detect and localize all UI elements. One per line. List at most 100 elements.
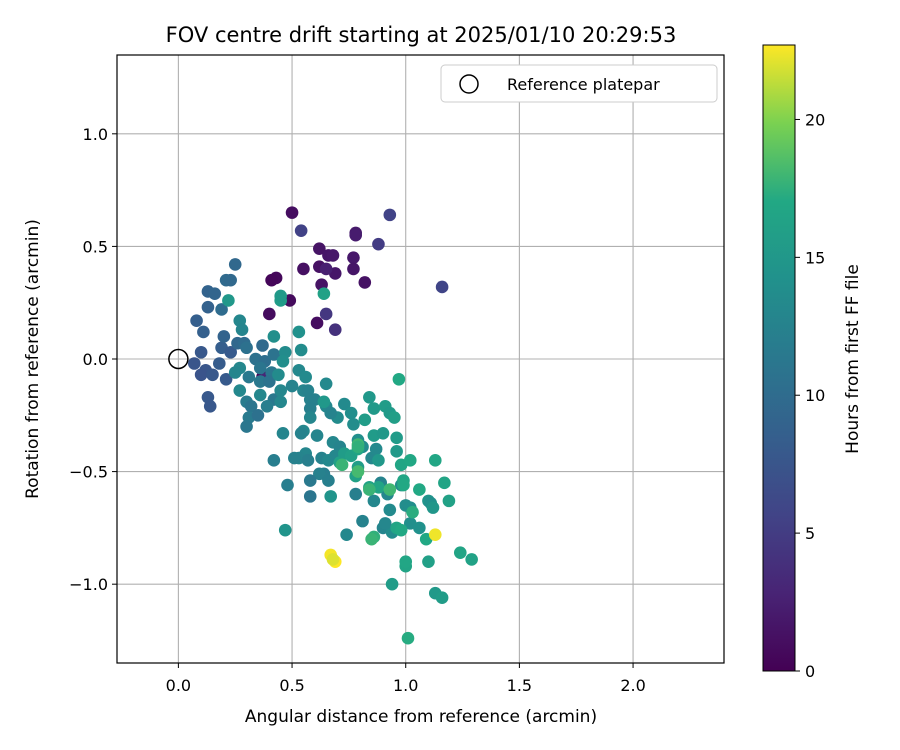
scatter-point [435,591,449,604]
y-tick-label: 0.5 [83,237,108,256]
scatter-point [319,307,333,321]
scatter-points [187,206,478,645]
scatter-point [347,418,360,431]
x-axis-label: Angular distance from reference (arcmin) [245,707,597,727]
scatter-point [240,341,253,355]
scatter-point [367,494,381,508]
scatter-point [367,402,381,415]
y-tick-label: 1.0 [83,125,108,144]
scatter-point [372,454,385,467]
scatter-point [406,505,419,519]
scatter-point [403,454,417,467]
scatter-point [274,395,287,409]
scatter-point [222,294,235,307]
scatter-point [413,521,426,535]
scatter-point [390,431,403,445]
scatter-point [303,474,317,487]
scatter-point [253,361,267,375]
scatter-point [347,251,360,264]
scatter-point [235,323,249,337]
scatter-point [276,354,290,368]
scatter-point [224,345,237,359]
scatter-point [422,555,435,568]
scatter-point [297,262,310,276]
scatter-point [263,375,276,388]
scatter-point [317,395,331,409]
scatter-point [267,348,281,361]
scatter-point [301,454,315,467]
scatter-point [294,224,308,237]
scatter-point [201,300,215,314]
scatter-point [322,474,335,487]
scatter-point [242,370,256,384]
colorbar-label: Hours from first FF file [843,264,863,454]
scatter-point [194,368,208,382]
scatter-point [276,427,290,440]
scatter-point [392,372,406,386]
scatter-point [251,408,265,422]
chart-title: FOV centre drift starting at 2025/01/10 … [166,23,677,47]
scatter-point [369,442,383,456]
scatter-point [267,330,281,343]
scatter-point [358,276,372,289]
colorbar-tick-label: 10 [805,386,825,405]
scatter-point [228,366,242,379]
scatter-point [206,368,219,382]
x-tick-label: 0.5 [279,676,304,695]
scatter-point [274,289,287,303]
scatter-point [319,262,333,276]
scatter-point [224,273,237,287]
scatter-point [265,273,278,287]
scatter-point [340,528,353,541]
scatter-point [326,249,340,262]
colorbar-tick-label: 5 [805,524,815,543]
scatter-point [310,316,324,330]
scatter-point [328,323,342,337]
x-tick-label: 1.0 [393,676,418,695]
scatter-point [383,483,397,496]
x-tick-label: 2.0 [620,676,645,695]
scatter-point [203,399,217,413]
scatter-point [351,440,365,454]
scatter-point [313,467,326,481]
scatter-point [313,242,326,255]
scatter-point [197,325,210,339]
colorbar-tick-label: 0 [805,662,815,681]
scatter-point [388,411,401,424]
scatter-point [397,478,410,492]
scatter-point [383,208,397,222]
scatter-point [453,546,467,559]
scatter-point [190,314,203,328]
scatter-point [390,445,403,458]
scatter-point [194,345,208,359]
scatter-point [349,228,363,242]
reference-point [168,348,189,370]
scatter-point [294,427,308,440]
scatter-point [285,206,299,219]
scatter-point [267,454,281,467]
x-axis-ticks: 0.0 0.5 1.0 1.5 2.0 [166,663,646,695]
scatter-point [278,523,292,537]
scatter-point [442,494,456,508]
scatter-point [253,375,267,388]
scatter-point [319,377,333,391]
scatter-point [349,487,363,501]
y-tick-label: −0.5 [69,463,108,482]
scatter-point [358,413,372,427]
scatter-point [317,287,331,300]
scatter-point [303,490,317,503]
x-tick-label: 1.5 [507,676,532,695]
scatter-point [401,631,415,645]
colorbar: 0 5 10 15 20 Hours from first FF file [762,44,863,681]
scatter-point [274,384,287,397]
scatter-point [324,490,338,503]
scatter-point [244,399,258,413]
scatter-point [263,307,276,321]
scatter-point [383,503,397,517]
reference-layer [168,348,189,370]
colorbar-tick-label: 20 [805,110,825,129]
scatter-point [292,325,306,339]
scatter-point [303,402,317,415]
y-tick-label: −1.0 [69,575,108,594]
